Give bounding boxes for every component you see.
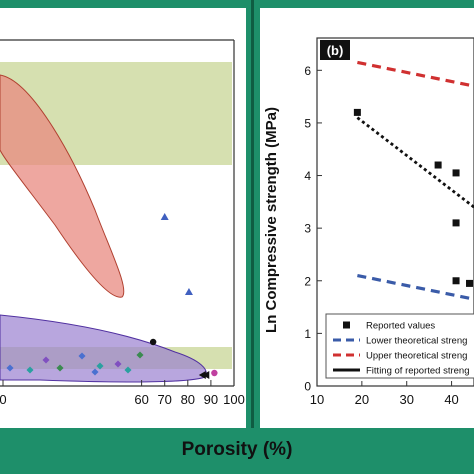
left-xtick-label: 100 [223,392,245,407]
left-xtick-label: 70 [157,392,171,407]
right-legend: Reported values Lower theoretical streng U… [325,313,474,379]
fitting-of-reported-strength-line [356,116,474,209]
right-plot-frame [316,37,474,387]
right-ytick-label: 2 [304,274,311,288]
left-point-minor [96,362,104,370]
right-ytick-label: 4 [304,169,311,183]
left-xtick-label: 90 [204,392,218,407]
left-point-minor [6,364,14,372]
right-ytick-label: 0 [304,380,311,394]
left-point-circle [211,369,218,377]
reported-value-point [434,161,442,169]
legend-box [325,313,474,379]
right-ytick-label: 6 [304,64,311,78]
left-point-minor [91,368,99,376]
panel-label-box [320,40,350,60]
left-point-triangle [160,213,169,220]
right-xtick-label: 40 [444,392,458,407]
right-ytick-label: 5 [304,116,311,130]
reported-value-point [466,279,474,287]
left-chart: 0 60 70 80 90 100 [0,39,245,407]
panel-divider-line [251,0,254,428]
left-point-minor [26,366,34,374]
right-chart: Ln Compressive strength (MPa) 0 1 2 3 4 5 6 10… [263,37,474,407]
legend-label: Fitting of reported streng [366,366,470,377]
reported-value-point [353,108,361,116]
legend-label: Reported values [366,321,435,332]
right-series [353,60,474,301]
upper-theoretical-strength-line [357,60,474,88]
left-point-circle [149,338,157,346]
lower-theoretical-strength-line [357,273,474,301]
left-point-minor [114,360,122,368]
left-points [6,213,218,379]
left-xtick-label: 0 [0,392,7,407]
left-red-region [0,74,125,298]
right-xticks: 10 20 30 40 [310,381,459,407]
right-xtick-label: 20 [355,392,369,407]
right-xtick-label: 30 [399,392,413,407]
left-point-minor [56,364,64,372]
reported-value-point [452,169,460,177]
left-point-minor [124,366,132,374]
legend-swatch [343,321,350,329]
left-purple-region [0,314,207,383]
porosity-axis-label: Porosity (%) [181,439,293,460]
left-xtick-label: 60 [134,392,148,407]
left-point-minor [42,356,50,364]
left-point-left-triangle [202,371,210,379]
panel-label-b: (b) [327,43,344,58]
right-xtick-label: 10 [310,392,324,407]
right-ylabel: Ln Compressive strength (MPa) [263,107,280,333]
reported-value-point [452,277,460,285]
legend-label: Lower theoretical streng [366,336,467,347]
left-point-triangle [184,288,193,295]
left-point-minor [136,351,144,359]
right-yticks: 0 1 2 3 4 5 6 [304,64,322,394]
reported-value-point [452,219,460,227]
right-ytick-label: 1 [304,327,311,341]
legend-label: Upper theoretical streng [366,351,467,362]
left-xticks: 0 60 70 80 90 100 [0,380,245,407]
xlabel-bar [0,428,474,474]
right-ytick-label: 3 [304,222,311,236]
left-point-minor [78,352,86,360]
left-xtick-label: 80 [181,392,195,407]
